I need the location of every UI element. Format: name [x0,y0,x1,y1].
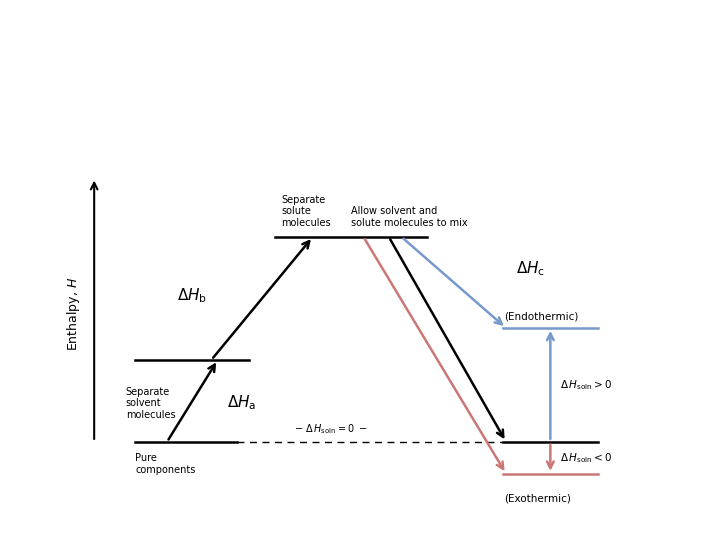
Text: $\Delta\,H_\mathrm{soln}<0$: $\Delta\,H_\mathrm{soln}<0$ [560,451,612,464]
Text: Intermolecular Forces and the Solution
Process: Intermolecular Forces and the Solution P… [91,37,629,104]
Text: (Endothermic): (Endothermic) [504,311,578,321]
Text: $-\ \Delta\,H_\mathrm{soln}=0\ -$: $-\ \Delta\,H_\mathrm{soln}=0\ -$ [294,423,367,436]
Text: $\Delta\,H_\mathrm{soln}>0$: $\Delta\,H_\mathrm{soln}>0$ [560,378,612,392]
Text: $\Delta H_\mathrm{c}$: $\Delta H_\mathrm{c}$ [516,259,544,278]
Text: Enthalpy, $H$: Enthalpy, $H$ [65,277,82,352]
Text: $\Delta H_\mathrm{a}$: $\Delta H_\mathrm{a}$ [228,394,256,413]
Text: Pure
components: Pure components [135,453,196,475]
Text: $\Delta H_\mathrm{b}$: $\Delta H_\mathrm{b}$ [176,287,207,306]
Text: Separate
solute
molecules: Separate solute molecules [281,194,330,228]
Text: Separate
solvent
molecules: Separate solvent molecules [126,387,176,420]
Text: (Exothermic): (Exothermic) [504,494,571,503]
Text: Allow solvent and
solute molecules to mix: Allow solvent and solute molecules to mi… [351,206,467,228]
